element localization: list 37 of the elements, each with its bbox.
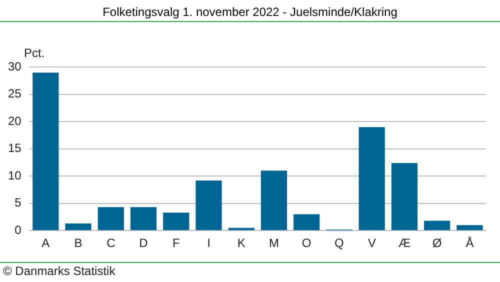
bar <box>98 207 124 230</box>
x-tick-label: V <box>368 236 376 250</box>
x-tick-label: Q <box>334 236 344 250</box>
y-tick-label: 5 <box>14 196 22 210</box>
bar <box>456 225 483 230</box>
x-tick-label: Æ <box>398 236 410 250</box>
bar <box>196 180 222 230</box>
x-tick-label: A <box>42 236 50 250</box>
x-tick-label: D <box>139 236 148 250</box>
x-tick-label: Å <box>466 236 474 250</box>
x-tick-label: C <box>106 236 116 250</box>
y-tick-label: 10 <box>8 168 22 182</box>
bar <box>228 228 254 230</box>
x-tick-label: K <box>237 236 246 250</box>
bar <box>32 72 59 230</box>
bar <box>358 127 385 230</box>
bar <box>65 224 92 230</box>
bar <box>424 220 450 230</box>
x-tick-label: F <box>172 236 180 250</box>
y-tick-label: 15 <box>8 141 22 156</box>
bar <box>391 163 418 230</box>
x-tick-label: I <box>207 236 210 250</box>
bar <box>260 170 288 230</box>
x-tick-label: O <box>302 236 312 250</box>
x-tick-label: B <box>74 236 82 250</box>
y-tick-label: 0 <box>14 222 22 237</box>
bar <box>294 214 320 230</box>
y-tick-label: 30 <box>8 60 22 74</box>
y-axis-title: Pct. <box>24 46 45 60</box>
text: © Danmarks Statistik <box>3 264 116 278</box>
y-tick-label: 20 <box>8 114 22 128</box>
bar <box>163 212 190 230</box>
bar <box>130 207 157 230</box>
x-tick-label: Ø <box>432 236 442 250</box>
y-tick-label: 25 <box>8 86 22 101</box>
chart-title: Folketingsvalg 1. november 2022 - Juelsminde/Klakring <box>102 5 398 19</box>
x-tick-label: M <box>268 236 279 250</box>
